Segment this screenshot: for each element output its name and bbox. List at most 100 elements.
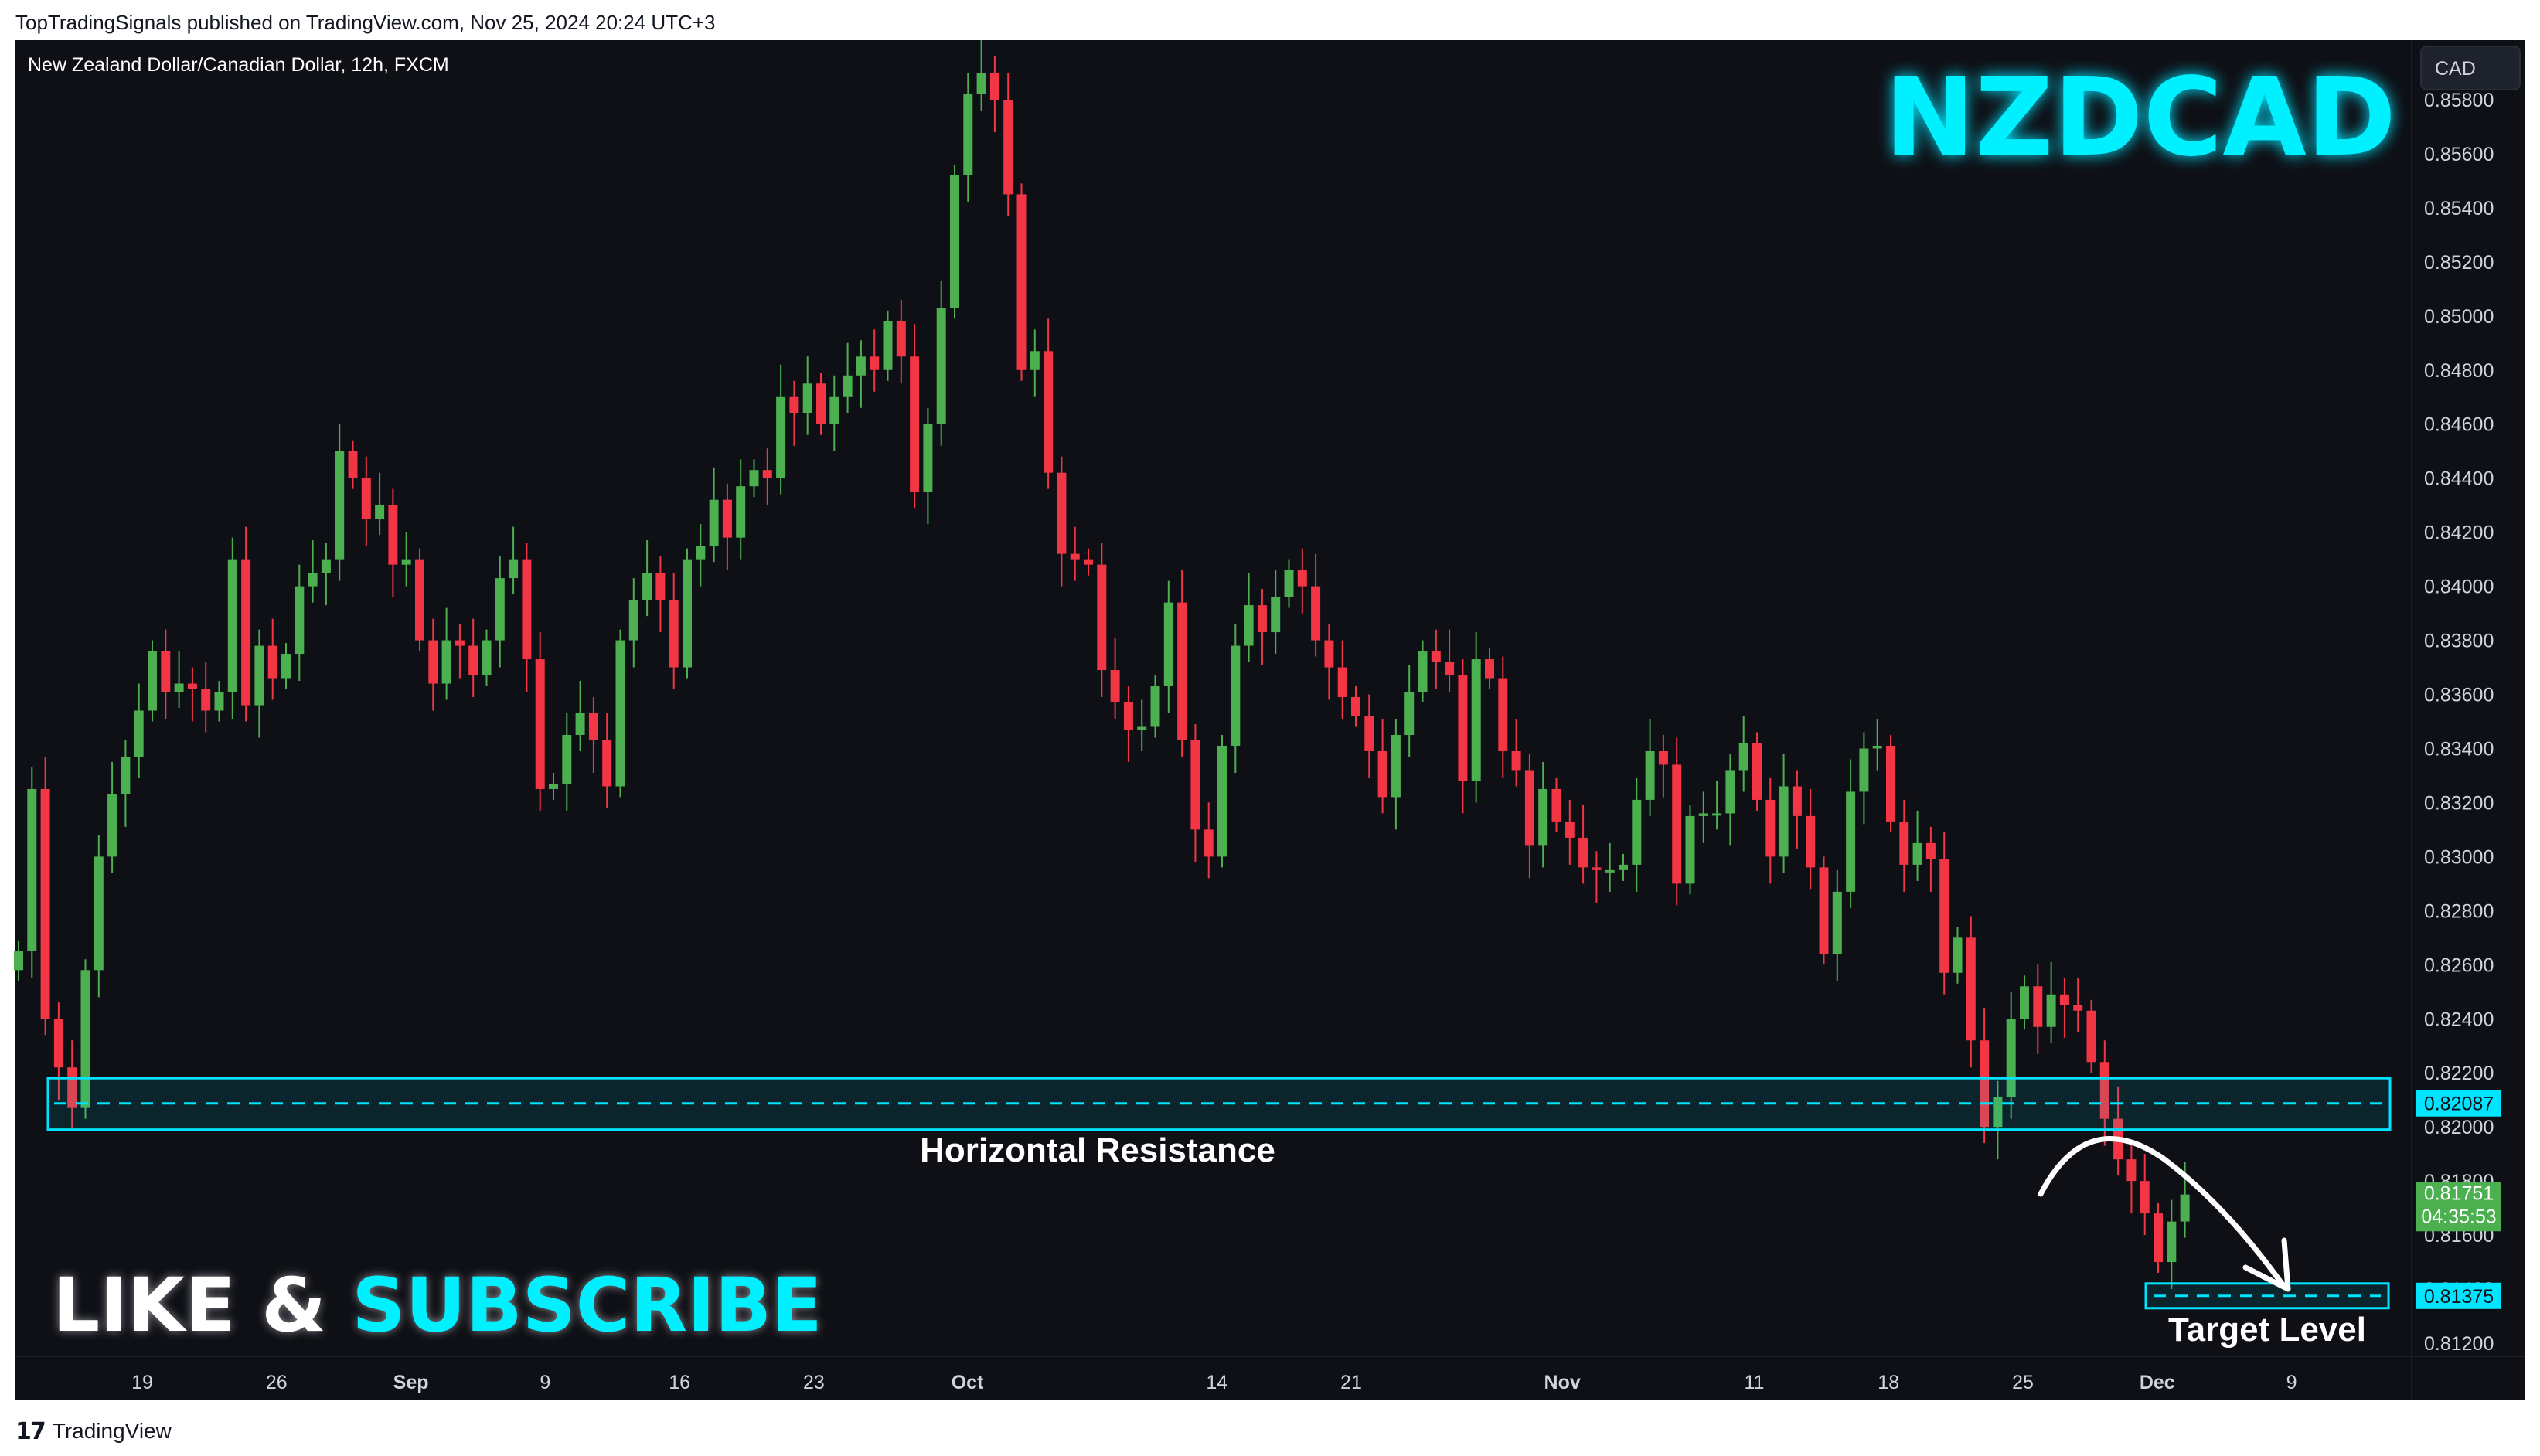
candle-body: [254, 645, 264, 706]
countdown-text: 04:35:53: [2421, 1206, 2496, 1227]
currency-selector[interactable]: CAD: [2420, 46, 2521, 90]
candle: [1311, 553, 1321, 657]
candle: [53, 1002, 63, 1101]
candle: [1030, 329, 1040, 397]
candle: [321, 543, 331, 606]
time-tick-label: 23: [803, 1372, 825, 1393]
candle-body: [1779, 786, 1789, 857]
candle-body: [80, 970, 90, 1108]
candle-body: [789, 396, 799, 413]
candle-body: [1445, 662, 1455, 676]
candle-body: [1231, 645, 1241, 746]
candle: [549, 772, 558, 800]
candle-body: [308, 573, 318, 587]
candle: [1738, 716, 1748, 792]
candle: [1244, 573, 1254, 662]
candle-body: [936, 308, 946, 424]
candle: [468, 618, 478, 698]
candle-body: [1016, 194, 1027, 370]
candle-body: [1645, 750, 1655, 800]
candle: [575, 681, 585, 751]
candle: [2086, 999, 2096, 1073]
candle: [1404, 665, 1415, 757]
candle: [2099, 1040, 2109, 1146]
candle: [696, 524, 706, 587]
candle-body: [1057, 472, 1067, 554]
candle-body: [53, 1019, 63, 1068]
candle-body: [802, 383, 812, 413]
symbol-description: New Zealand Dollar/Canadian Dollar, 12h,…: [28, 54, 449, 76]
candle: [1658, 734, 1668, 798]
time-tick-label: Sep: [393, 1372, 429, 1393]
candle-body: [455, 640, 465, 646]
candle: [1899, 799, 1909, 892]
candle: [2167, 1199, 2177, 1290]
candle-body: [1980, 1040, 1990, 1128]
candle-body: [1084, 559, 1093, 565]
candle: [1123, 686, 1133, 762]
candle: [161, 629, 171, 719]
candle: [1752, 732, 1762, 811]
candle-body: [2154, 1213, 2163, 1263]
candle-body: [1886, 745, 1895, 822]
candle: [509, 526, 519, 595]
candle: [1939, 832, 1949, 995]
candle: [1190, 723, 1200, 862]
candle: [1445, 629, 1455, 692]
footer-brand[interactable]: TradingView: [52, 1419, 172, 1443]
candle: [1016, 183, 1027, 381]
price-tick-label: 0.84600: [2424, 414, 2494, 436]
candle-body: [1939, 859, 1949, 973]
candle-body: [1832, 891, 1842, 954]
candle: [2140, 1154, 2150, 1236]
candle: [910, 324, 920, 509]
time-tick-label: Nov: [1544, 1372, 1581, 1393]
candle: [1592, 851, 1602, 903]
candle: [14, 940, 23, 981]
candle-body: [1725, 770, 1735, 814]
candle: [174, 651, 184, 709]
candle-body: [482, 640, 492, 676]
candle: [749, 459, 759, 498]
candle-body: [1993, 1097, 2003, 1128]
current-price-text: 0.81751: [2424, 1182, 2494, 1204]
candle: [361, 456, 371, 546]
current-price-badge: 0.81751 04:35:53: [2416, 1182, 2501, 1232]
candle-body: [1658, 750, 1668, 765]
candle: [1057, 456, 1067, 587]
candle-body: [2059, 994, 2069, 1005]
candle-body: [1257, 605, 1267, 633]
candle-body: [1859, 748, 1869, 792]
candle-body: [1592, 867, 1602, 870]
candle-body: [1953, 937, 1963, 973]
candle: [2033, 964, 2043, 1054]
candle: [856, 340, 866, 408]
candle-body: [1163, 602, 1173, 687]
candle-body: [214, 692, 224, 711]
candle-body: [2020, 986, 2029, 1019]
candle: [1070, 526, 1080, 581]
tradingview-logo-icon[interactable]: 17: [15, 1417, 46, 1445]
candle-body: [509, 559, 519, 579]
candle-body: [1418, 651, 1428, 692]
candle: [1806, 788, 1816, 890]
candle-body: [401, 559, 411, 565]
candle-body: [1619, 864, 1628, 870]
candle-body: [1738, 743, 1748, 771]
candle-body: [1150, 686, 1160, 727]
candle-body: [1685, 815, 1695, 884]
candle-body: [1752, 743, 1762, 800]
candle: [375, 472, 385, 536]
resistance-price-text: 0.82087: [2424, 1094, 2494, 1115]
candle-body: [441, 640, 451, 684]
footer[interactable]: 17 TradingView: [15, 1416, 172, 1447]
subscribe-text: SUBSCRIBE: [352, 1262, 822, 1349]
candle: [1458, 659, 1468, 814]
candle: [816, 373, 826, 435]
candle-body: [575, 713, 585, 735]
candle: [335, 424, 345, 581]
price-tick-label: 0.82800: [2424, 900, 2494, 922]
time-axis[interactable]: 19 26 Sep 9 16 23 Oct 14 21 Nov 11 18 25 Dec 9: [131, 1372, 2297, 1393]
price-tick-label: 0.83400: [2424, 738, 2494, 760]
